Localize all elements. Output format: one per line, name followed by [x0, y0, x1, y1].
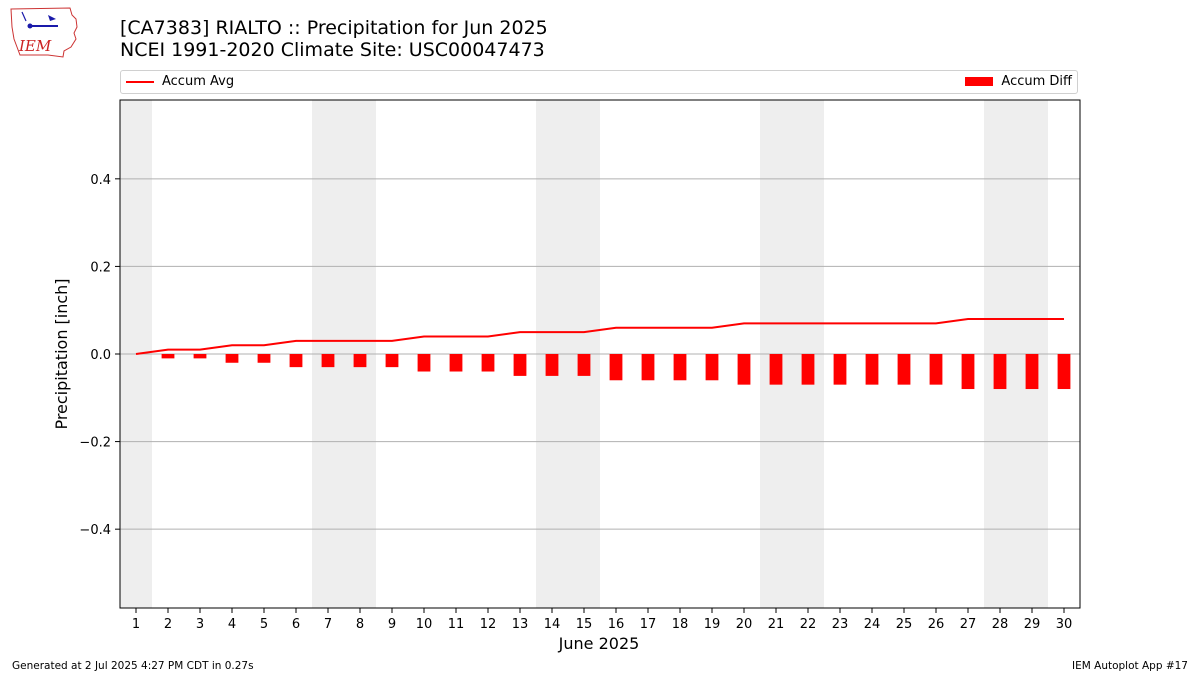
bar-day-18	[673, 354, 687, 381]
x-tick-label: 14	[544, 617, 561, 632]
bar-day-16	[609, 354, 623, 381]
bar-day-20	[737, 354, 751, 385]
x-tick-label: 11	[448, 617, 465, 632]
bar-day-6	[289, 354, 303, 368]
bar-day-17	[641, 354, 655, 381]
chart-title: [CA7383] RIALTO :: Precipitation for Jun…	[120, 17, 548, 61]
bar-day-19	[705, 354, 719, 381]
bar-day-25	[897, 354, 911, 385]
bar-day-2	[161, 354, 175, 359]
y-tick-label: 0.4	[90, 173, 111, 188]
x-tick-label: 20	[736, 617, 753, 632]
x-tick-label: 28	[992, 617, 1009, 632]
bar-day-12	[481, 354, 495, 372]
y-axis-label: Precipitation [inch]	[52, 278, 71, 429]
x-tick-label: 8	[356, 617, 364, 632]
bar-day-23	[833, 354, 847, 385]
x-tick-label: 16	[608, 617, 625, 632]
x-tick-label: 18	[672, 617, 689, 632]
x-tick-label: 29	[1024, 617, 1041, 632]
x-tick-label: 27	[960, 617, 977, 632]
line-swatch-icon	[126, 80, 154, 83]
accum-diff-bars	[161, 354, 1071, 390]
accum-avg-line-group	[135, 317, 1064, 355]
x-tick-label: 24	[864, 617, 881, 632]
iem-logo-icon: IEM	[10, 7, 78, 58]
y-axis-ticks: −0.4 −0.2 0.0 0.2 0.4	[79, 173, 120, 538]
y-tick-label: 0.2	[90, 260, 111, 275]
bar-day-9	[385, 354, 399, 368]
x-tick-label: 19	[704, 617, 721, 632]
x-tick-label: 10	[416, 617, 433, 632]
bar-swatch-icon	[965, 77, 994, 86]
x-tick-label: 5	[260, 617, 268, 632]
bar-day-4	[225, 354, 239, 363]
title-line-2: NCEI 1991-2020 Climate Site: USC00047473	[120, 39, 545, 61]
y-gridlines	[120, 178, 1080, 530]
x-tick-label: 2	[164, 617, 172, 632]
bar-day-13	[513, 354, 527, 376]
x-axis-label: June 2025	[558, 634, 640, 653]
bar-day-5	[257, 354, 271, 363]
x-tick-label: 22	[800, 617, 817, 632]
title-line-1: [CA7383] RIALTO :: Precipitation for Jun…	[120, 17, 548, 39]
x-tick-label: 21	[768, 617, 785, 632]
accum-avg-line	[135, 317, 1064, 355]
y-tick-label: −0.2	[79, 436, 111, 451]
bar-day-29	[1025, 354, 1039, 390]
x-tick-label: 26	[928, 617, 945, 632]
x-tick-label: 15	[576, 617, 593, 632]
x-axis-ticks: 1 2 3 4 5 6 7 8 9 10 11 12 13 14 15 16 17 18 19 20 21 22 23 24 2…	[132, 608, 1072, 632]
app-credit: IEM Autoplot App #17	[1072, 660, 1188, 672]
x-tick-label: 9	[388, 617, 396, 632]
bar-day-8	[353, 354, 367, 368]
bar-day-27	[961, 354, 975, 390]
legend-label-accum-avg: Accum Avg	[162, 74, 235, 89]
x-tick-label: 6	[292, 617, 300, 632]
chart-legend: Accum Avg Accum Diff	[120, 70, 1078, 94]
y-tick-label: 0.0	[90, 348, 111, 363]
bar-day-28	[993, 354, 1007, 390]
bar-day-26	[929, 354, 943, 385]
x-tick-label: 4	[228, 617, 236, 632]
x-tick-label: 13	[512, 617, 529, 632]
x-tick-label: 12	[480, 617, 497, 632]
bar-day-22	[801, 354, 815, 385]
x-tick-label: 7	[324, 617, 332, 632]
bar-day-24	[865, 354, 879, 385]
bar-day-10	[417, 354, 431, 372]
generated-timestamp: Generated at 2 Jul 2025 4:27 PM CDT in 0…	[12, 660, 254, 672]
x-tick-label: 25	[896, 617, 913, 632]
bar-day-14	[545, 354, 559, 376]
y-tick-label: −0.4	[79, 523, 111, 538]
bar-day-11	[449, 354, 463, 372]
x-tick-label: 23	[832, 617, 849, 632]
legend-item-accum-diff: Accum Diff	[965, 74, 1072, 89]
bar-day-3	[193, 354, 207, 359]
bar-day-15	[577, 354, 591, 376]
bar-day-21	[769, 354, 783, 385]
logo-text: IEM	[18, 37, 52, 55]
x-tick-label: 3	[196, 617, 204, 632]
x-tick-label: 30	[1056, 617, 1073, 632]
bar-day-30	[1057, 354, 1071, 390]
bar-day-7	[321, 354, 335, 368]
x-tick-label: 1	[132, 617, 140, 632]
legend-label-accum-diff: Accum Diff	[1001, 74, 1072, 89]
x-tick-label: 17	[640, 617, 657, 632]
legend-item-accum-avg: Accum Avg	[126, 74, 234, 89]
